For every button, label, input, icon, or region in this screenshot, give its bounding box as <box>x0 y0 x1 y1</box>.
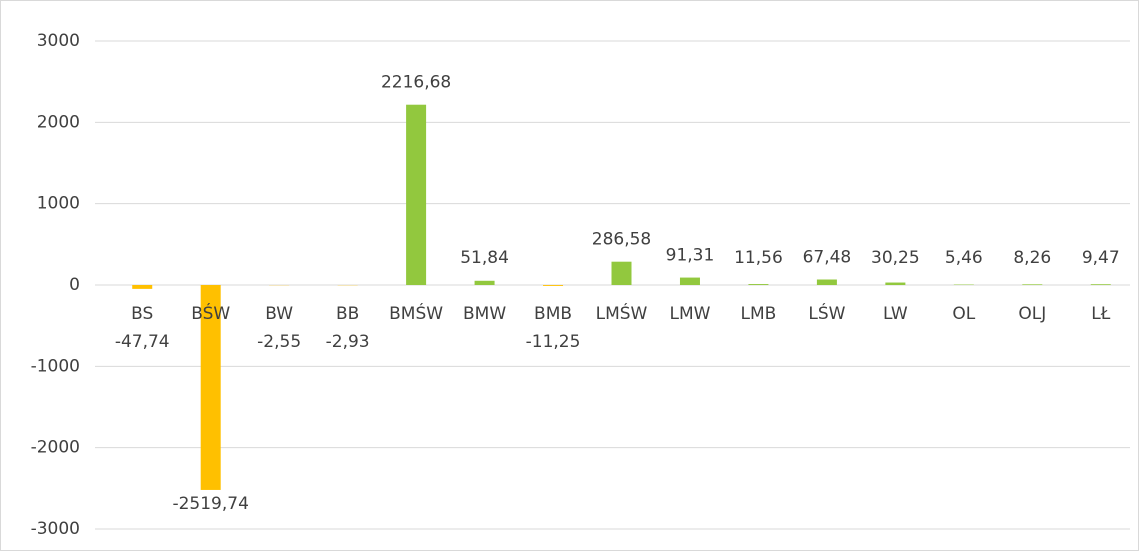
x-tick-label: LMB <box>741 304 777 324</box>
data-label: -2,93 <box>326 332 370 352</box>
bar <box>474 280 495 285</box>
bar <box>816 279 837 285</box>
bar <box>200 285 221 490</box>
x-tick-label: BŚW <box>191 302 230 324</box>
bar <box>406 104 427 286</box>
bar <box>679 277 700 285</box>
bar <box>1090 284 1111 285</box>
data-label: 286,58 <box>592 230 651 250</box>
x-tick-label: BMB <box>534 304 572 324</box>
x-tick-label: LMW <box>669 304 710 324</box>
x-tick-label: LMŚW <box>596 302 648 324</box>
y-tick-label: 2000 <box>37 112 80 132</box>
data-label: 8,26 <box>1013 248 1051 268</box>
bar <box>748 284 769 285</box>
bar <box>611 261 632 285</box>
x-tick-label: OLJ <box>1018 304 1046 324</box>
data-label: 9,47 <box>1082 248 1120 268</box>
data-label: 11,56 <box>734 248 783 268</box>
x-tick-label: LW <box>883 304 908 324</box>
x-tick-label: BMŚW <box>389 302 443 324</box>
y-tick-label: 1000 <box>37 194 80 214</box>
data-label: 2216,68 <box>381 73 451 93</box>
y-tick-label: -1000 <box>31 356 80 376</box>
x-tick-label: LŁ <box>1091 304 1110 324</box>
x-tick-label: OL <box>952 304 975 324</box>
data-label: 5,46 <box>945 248 983 268</box>
x-tick-label: BW <box>265 304 293 324</box>
data-label: -11,25 <box>526 332 581 352</box>
bar <box>132 285 153 289</box>
y-tick-label: 0 <box>69 275 80 295</box>
x-tick-label: BMW <box>463 304 506 324</box>
y-tick-label: 3000 <box>37 31 80 51</box>
data-label: 67,48 <box>803 248 852 268</box>
y-tick-label: -3000 <box>31 519 80 539</box>
data-label: -2,55 <box>257 332 301 352</box>
data-label: -47,74 <box>115 332 170 352</box>
data-label: 51,84 <box>460 248 509 268</box>
x-tick-label: BS <box>131 304 153 324</box>
bar <box>885 282 906 285</box>
bar <box>543 285 564 286</box>
data-label: 91,31 <box>666 246 715 266</box>
data-label: 30,25 <box>871 248 920 268</box>
x-tick-label: BB <box>336 304 359 324</box>
bar <box>1022 284 1043 285</box>
x-tick-label: LŚW <box>808 302 845 324</box>
y-tick-label: -2000 <box>31 438 80 458</box>
data-label: -2519,74 <box>172 494 248 514</box>
